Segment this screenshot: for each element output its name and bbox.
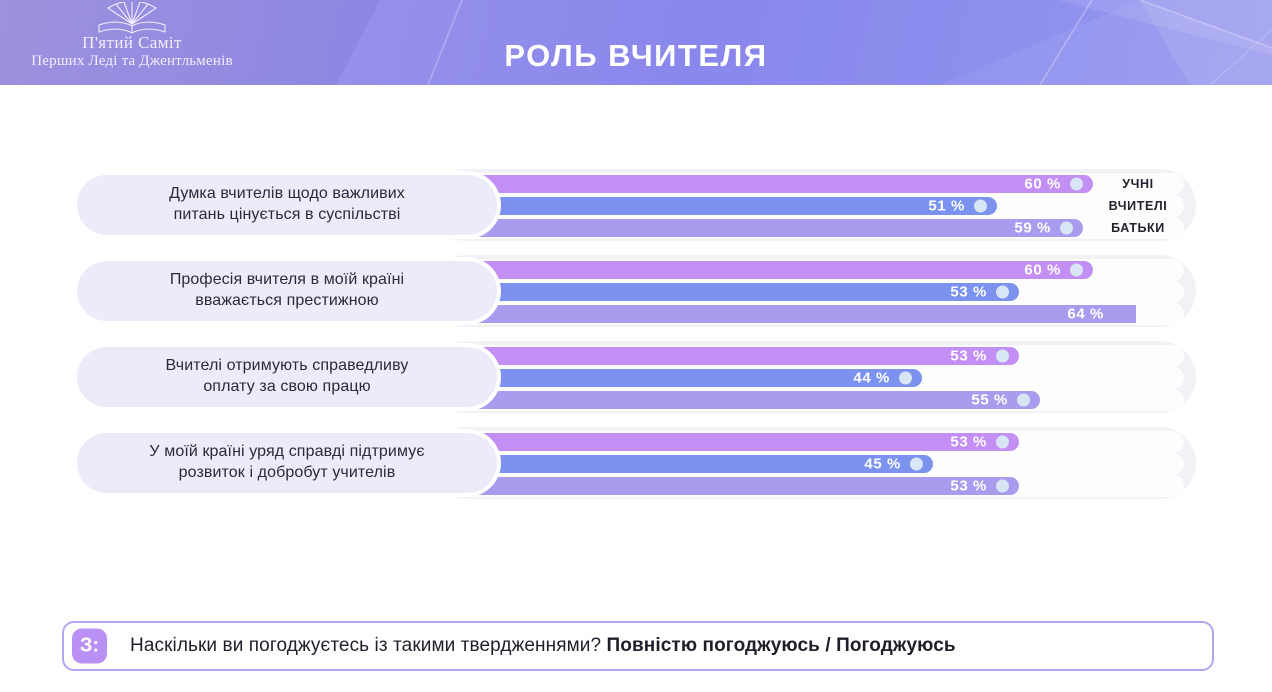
question-box: З: Наскільки ви погоджуєтесь із такими т…	[62, 621, 1214, 671]
bar-value-label: 53 %	[950, 347, 987, 365]
bar-end-dot	[899, 371, 912, 385]
bar-end-dot	[996, 285, 1009, 299]
bar-end-dot	[1070, 177, 1083, 191]
bar-end-dot	[996, 435, 1009, 449]
bar-vchyteli: 53 %	[453, 283, 1019, 301]
bar-vchyteli: 51 %	[453, 197, 997, 215]
logo-line2: Перших Леді та Джентльменів	[31, 53, 233, 69]
question-text-normal: Наскільки ви погоджуєтесь із такими твер…	[130, 635, 607, 656]
category-label: У моїй країні уряд справді підтримує роз…	[77, 433, 497, 493]
bar-value-label: 45 %	[864, 455, 901, 473]
bar-value-label: 60 %	[1024, 261, 1061, 279]
bar-value-label: 55 %	[971, 391, 1008, 409]
bar-batky: 53 %	[453, 477, 1019, 495]
legend-label-vchyteli: ВЧИТЕЛІ	[1108, 199, 1168, 213]
bar-batky: 59 %	[453, 219, 1083, 237]
open-book-logo-icon	[98, 2, 166, 34]
header-banner: П'ятий Саміт Перших Леді та Джентльменів…	[0, 0, 1272, 85]
bar-value-label: 64 %	[1067, 305, 1104, 323]
question-text: Наскільки ви погоджуєтесь із такими твер…	[130, 635, 956, 657]
legend-label-uchni: УЧНІ	[1122, 177, 1154, 191]
question-badge: З:	[72, 628, 107, 664]
bar-end-dot	[996, 479, 1009, 493]
bar-end-dot	[1017, 393, 1030, 407]
bar-value-label: 53 %	[950, 283, 987, 301]
logo-line1: П'ятий Саміт	[82, 33, 182, 52]
bar-uchni: 60 %	[453, 175, 1093, 193]
bar-end-dot	[910, 457, 923, 471]
bar-value-label: 53 %	[950, 433, 987, 451]
bar-value-label: 60 %	[1024, 175, 1061, 193]
bar-uchni: 53 %	[453, 433, 1019, 451]
bar-value-label: 51 %	[928, 197, 965, 215]
bar-batky: 55 %	[453, 391, 1040, 409]
bar-end-dot	[996, 349, 1009, 363]
bar-end-dot	[1070, 263, 1083, 277]
category-label: Професія вчителя в моїй країні вважаєтьс…	[77, 261, 497, 321]
bar-vchyteli: 45 %	[453, 455, 933, 473]
bar-uchni: 60 %	[453, 261, 1093, 279]
bar-value-label: 53 %	[950, 477, 987, 495]
legend-label-batky: БАТЬКИ	[1111, 221, 1165, 235]
header-facets-decoration	[0, 0, 1272, 85]
page-title: РОЛЬ ВЧИТЕЛЯ	[504, 38, 768, 73]
bar-vchyteli: 44 %	[453, 369, 922, 387]
bar-end-dot	[974, 199, 987, 213]
question-text-bold: Повністю погоджуюсь / Погоджуюсь	[606, 635, 956, 656]
bar-end-dot	[1060, 221, 1073, 235]
bar-value-label: 44 %	[853, 369, 890, 387]
bar-batky: 64 %	[453, 305, 1136, 323]
summit-logo: П'ятий Саміт Перших Леді та Джентльменів	[0, 0, 264, 85]
bar-value-label: 59 %	[1014, 219, 1051, 237]
category-label: Вчителі отримують справедливу оплату за …	[77, 347, 497, 407]
category-label: Думка вчителів щодо важливих питань ціну…	[77, 175, 497, 235]
bar-uchni: 53 %	[453, 347, 1019, 365]
